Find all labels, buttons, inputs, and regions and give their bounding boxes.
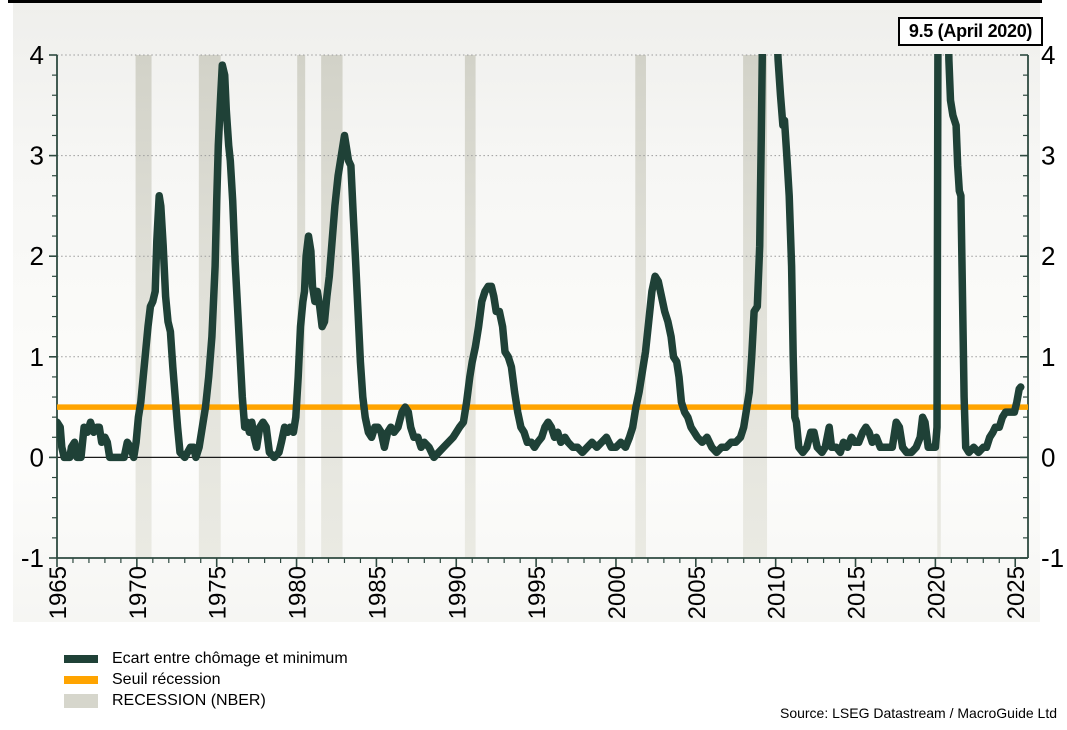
y-axis-label-left: 2: [30, 241, 44, 271]
recession-band: [635, 55, 646, 558]
x-axis-label: 2025: [1003, 566, 1030, 619]
y-axis-label-right: 1: [1041, 342, 1055, 372]
x-axis-label: 1975: [205, 566, 232, 619]
y-axis-label-right: 4: [1041, 40, 1055, 70]
x-axis-label: 1980: [285, 566, 312, 619]
y-axis-label-right: 2: [1041, 241, 1055, 271]
y-axis-label-right: 3: [1041, 141, 1055, 171]
y-axis-label-right: 0: [1041, 442, 1055, 472]
recession-band-swatch: [64, 693, 98, 708]
axes: [49, 54, 1029, 567]
y-axis-label-left: 0: [30, 442, 44, 472]
frame-top-border: [8, 0, 1042, 3]
legend-item-ecart: Ecart entre chômage et minimum: [64, 648, 348, 669]
x-axis-label: 1990: [444, 566, 471, 619]
x-axis-label: 2015: [844, 566, 871, 619]
y-axis-label-left: 3: [30, 141, 44, 171]
legend-item-recession: RECESSION (NBER): [64, 690, 348, 711]
recession-band: [464, 55, 476, 558]
x-axis-label: 1970: [125, 566, 152, 619]
series-group: [57, 54, 1025, 462]
source-attribution: Source: LSEG Datastream / MacroGuide Ltd: [779, 705, 1057, 721]
legend-label-ecart: Ecart entre chômage et minimum: [112, 649, 348, 667]
threshold-line-swatch: [64, 675, 98, 684]
x-axis-label: 2020: [923, 566, 950, 619]
recession-bands: [135, 55, 941, 558]
plot-background-panel: [13, 3, 1040, 622]
legend-label-seuil: Seuil récession: [112, 670, 221, 688]
series-line-swatch: [64, 654, 98, 663]
x-axis-label: 1985: [364, 566, 391, 619]
x-axis-label: 2005: [684, 566, 711, 619]
gridlines: [57, 54, 1028, 458]
legend: Ecart entre chômage et minimum Seuil réc…: [64, 648, 348, 711]
x-axis-label: 1995: [524, 566, 551, 619]
y-axis-label-left: -1: [21, 543, 44, 573]
y-axis-label-left: 4: [30, 40, 44, 70]
y-axis-label-right: -1: [1041, 543, 1064, 573]
unemployment-gap-line: [57, 54, 1025, 462]
legend-label-recession: RECESSION (NBER): [112, 691, 266, 709]
peak-annotation-label: 9.5 (April 2020): [908, 21, 1033, 41]
x-axis-label: 1965: [45, 566, 72, 619]
x-axis-label: 2010: [764, 566, 791, 619]
peak-annotation-box: 9.5 (April 2020): [898, 17, 1043, 46]
legend-item-seuil: Seuil récession: [64, 669, 348, 690]
x-axis-label: 2000: [604, 566, 631, 619]
y-axis-label-left: 1: [30, 342, 44, 372]
